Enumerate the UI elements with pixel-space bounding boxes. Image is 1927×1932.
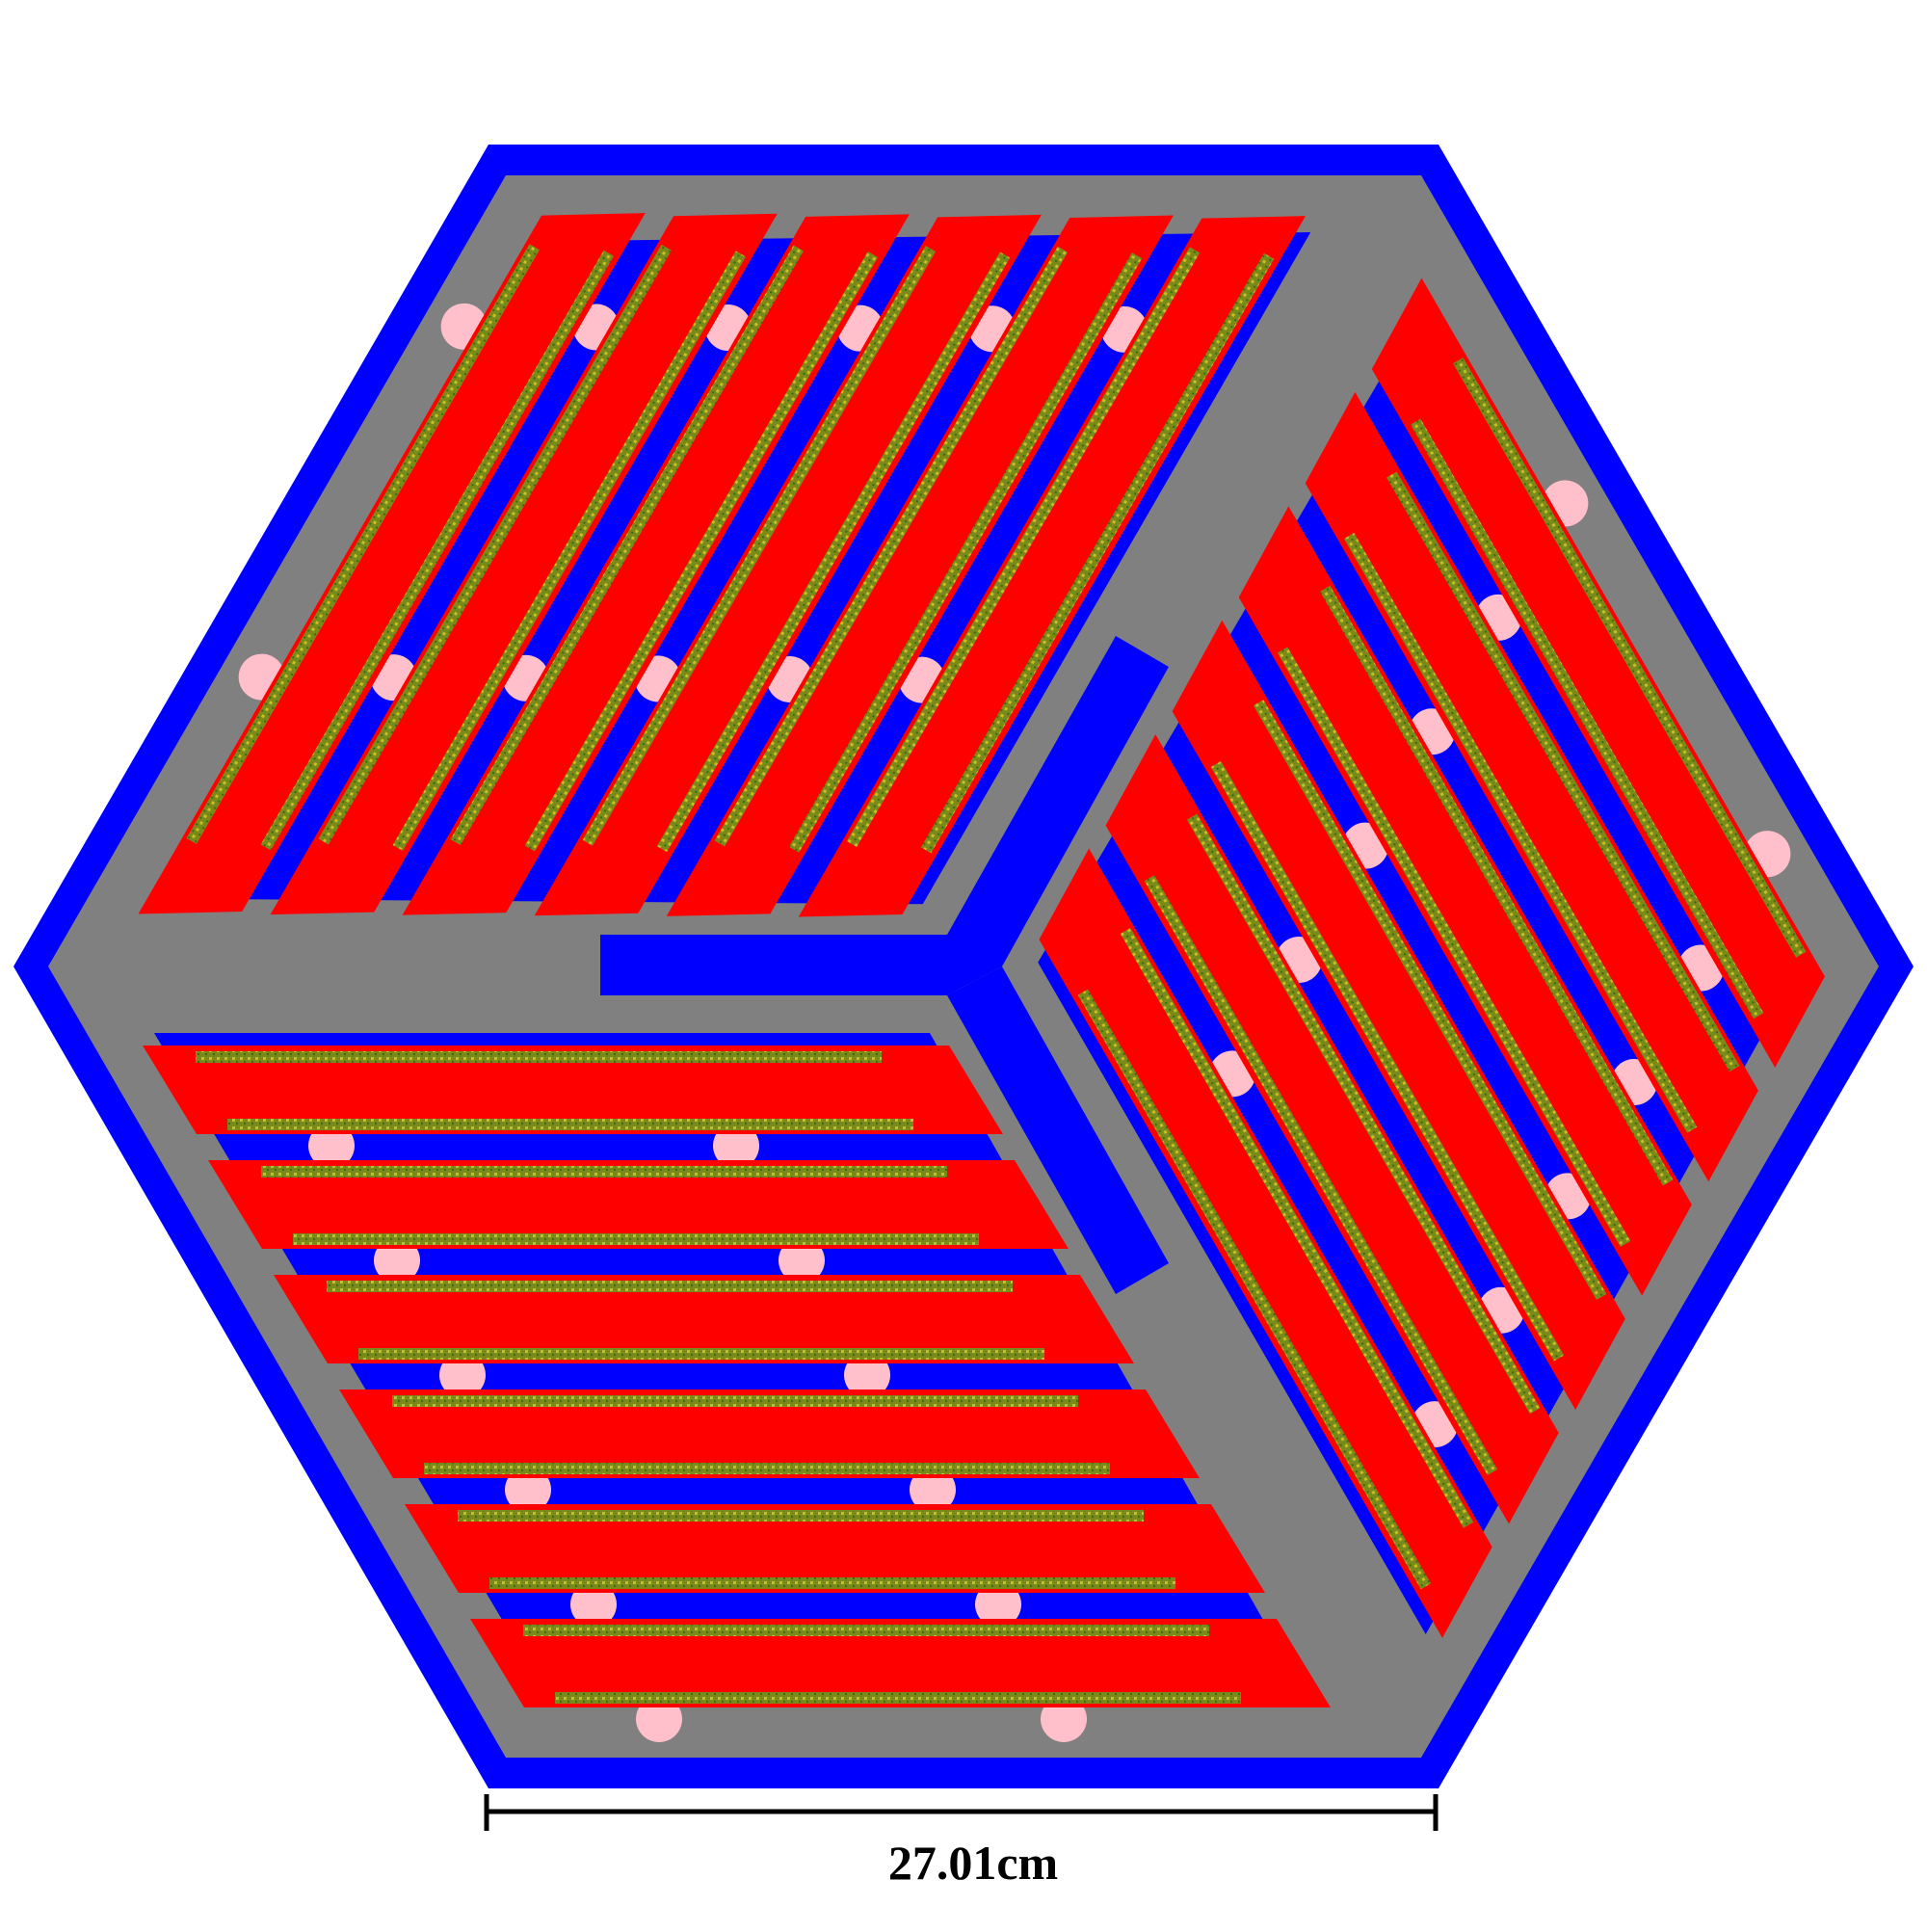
fuel-plate — [274, 1275, 1134, 1363]
fuel-meat-strip — [392, 1395, 1078, 1407]
fuel-plate — [138, 213, 646, 914]
fuel-meat-strip — [788, 252, 1143, 853]
fuel-meat-strip — [1277, 647, 1631, 1248]
fuel-meat-strip — [392, 251, 747, 851]
fuel-plate — [798, 216, 1306, 917]
fuel-plate — [1105, 734, 1559, 1524]
fuel-meat-strip — [327, 1281, 1013, 1292]
fuel-plate — [270, 213, 778, 915]
central-arm-horizontal — [600, 935, 949, 995]
fuel-plate — [208, 1160, 1069, 1249]
fuel-meat-strip — [358, 1348, 1044, 1360]
fuel-plate — [1238, 506, 1692, 1296]
fuel-meat-strip — [1210, 760, 1565, 1362]
fuel-meat-strip — [260, 250, 615, 851]
fuel-meat-strip — [582, 246, 937, 846]
fuel-plate — [1039, 848, 1492, 1638]
fuel-meat-strip — [1186, 813, 1541, 1415]
fuel-meat-strip — [489, 1577, 1175, 1589]
fuel-plate — [143, 1045, 1003, 1134]
fuel-meat-strip — [1386, 471, 1740, 1072]
fuel-meat-strip — [714, 246, 1069, 847]
fuel-meat-strip — [450, 245, 804, 846]
fuel-plate — [470, 1619, 1331, 1707]
fuel-meat-strip — [523, 1625, 1209, 1636]
fuel-plate — [1305, 391, 1758, 1182]
sector-right — [1038, 278, 1825, 1638]
fuel-meat-strip — [227, 1119, 913, 1130]
fuel-meat-strip — [293, 1233, 979, 1245]
fuel-plate — [402, 214, 910, 915]
fuel-meat-strip — [318, 244, 672, 845]
fuel-meat-strip — [1410, 418, 1764, 1019]
fuel-meat-strip — [920, 252, 1275, 854]
central-structure — [600, 636, 1169, 1294]
fuel-meat-strip — [261, 1166, 947, 1178]
fuel-meat-strip — [1120, 928, 1474, 1528]
fuel-sectors — [138, 213, 1825, 1742]
fuel-meat-strip — [196, 1051, 882, 1063]
fuel-plate — [1371, 278, 1825, 1068]
fuel-meat-strip — [186, 244, 540, 844]
fuel-meat-strip — [424, 1463, 1110, 1474]
fuel-meat-strip — [458, 1510, 1144, 1522]
fuel-plate — [534, 214, 1042, 916]
fuel-meat-strip — [1343, 533, 1698, 1133]
fuel-meat-strip — [846, 247, 1201, 847]
fuel-meat-strip — [1077, 989, 1432, 1590]
fuel-meat-strip — [656, 251, 1011, 853]
fuel-plate — [339, 1389, 1200, 1478]
fuel-plate — [405, 1504, 1265, 1593]
fuel-meat-strip — [1453, 357, 1807, 958]
scale-bar: 27.01cm — [484, 1794, 1439, 1890]
fuel-meat-strip — [524, 251, 879, 852]
fuel-meat-strip — [1144, 875, 1498, 1475]
fuel-plate — [666, 215, 1174, 916]
fuel-plate — [1172, 620, 1625, 1411]
fuel-meat-strip — [1320, 585, 1674, 1186]
fuel-meat-strip — [1253, 700, 1607, 1300]
scale-label: 27.01cm — [888, 1836, 1058, 1890]
central-arm-lower-right — [947, 966, 1169, 1294]
fuel-meat-strip — [555, 1692, 1241, 1704]
central-arm-upper-right — [947, 636, 1169, 995]
sector-upper-left — [138, 213, 1311, 917]
sector-lower-left — [143, 1033, 1331, 1742]
